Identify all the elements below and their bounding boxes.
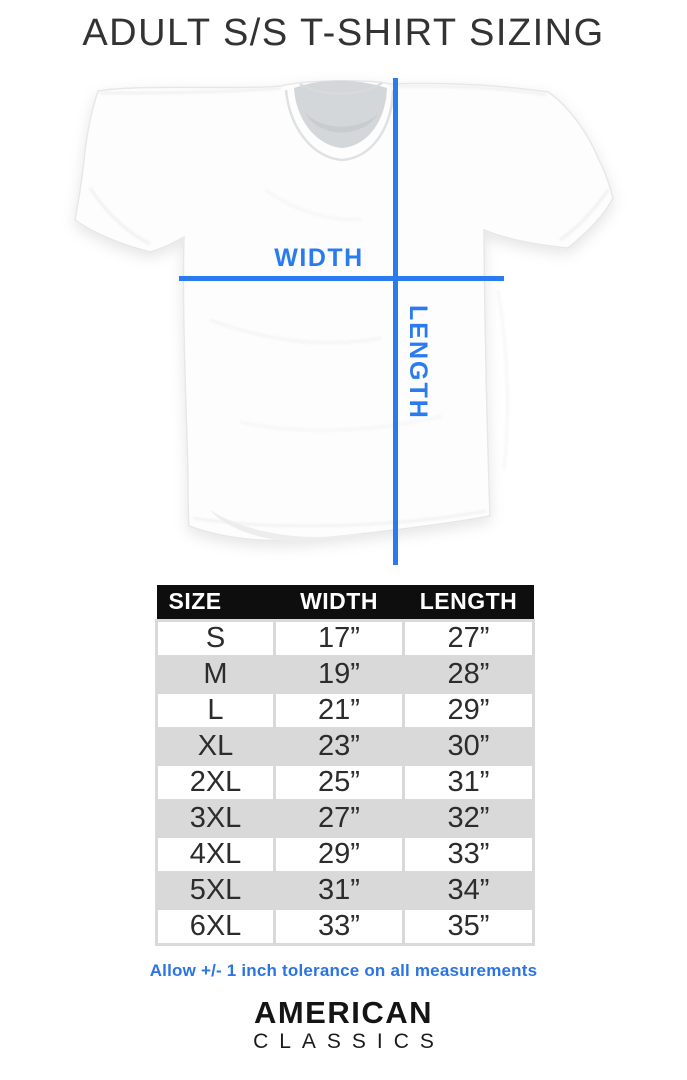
brand-logo-classics: CLASSICS bbox=[253, 1030, 445, 1053]
size-cell: S bbox=[155, 618, 276, 658]
table-header-row: SIZE WIDTH LENGTH bbox=[156, 585, 534, 620]
tshirt-back-collar bbox=[299, 82, 383, 95]
table-row: 5XL 31” 34” bbox=[155, 870, 535, 910]
width-cell: 19” bbox=[273, 654, 405, 694]
length-cell: 33” bbox=[402, 834, 535, 874]
length-cell: 34” bbox=[402, 870, 535, 910]
length-cell: 30” bbox=[402, 726, 535, 766]
size-cell: 6XL bbox=[155, 906, 276, 946]
length-label: LENGTH bbox=[404, 305, 432, 420]
length-measure-line bbox=[393, 78, 398, 565]
table-row: S 17” 27” bbox=[155, 618, 535, 658]
length-cell: 31” bbox=[402, 762, 535, 802]
length-cell: 35” bbox=[402, 906, 535, 946]
tshirt-image bbox=[74, 80, 614, 543]
size-cell: 5XL bbox=[155, 870, 276, 910]
width-cell: 31” bbox=[273, 870, 405, 910]
width-cell: 25” bbox=[273, 762, 405, 802]
width-label: WIDTH bbox=[274, 244, 364, 272]
tshirt-hem-fold bbox=[210, 510, 366, 543]
width-cell: 27” bbox=[273, 798, 405, 838]
col-header-length: LENGTH bbox=[403, 585, 534, 620]
size-cell: 3XL bbox=[155, 798, 276, 838]
tshirt-collar-band bbox=[284, 89, 395, 162]
length-cell: 27” bbox=[402, 618, 535, 658]
width-cell: 29” bbox=[273, 834, 405, 874]
width-cell: 33” bbox=[273, 906, 405, 946]
tshirt-body bbox=[74, 80, 614, 542]
tolerance-note: Allow +/- 1 inch tolerance on all measur… bbox=[149, 961, 538, 980]
tshirt-diagram bbox=[60, 70, 640, 575]
page-title: ADULT S/S T-SHIRT SIZING bbox=[82, 12, 605, 54]
size-cell: L bbox=[155, 690, 276, 730]
length-cell: 29” bbox=[402, 690, 535, 730]
table-row: M 19” 28” bbox=[155, 654, 535, 694]
length-cell: 28” bbox=[402, 654, 535, 694]
table-row: L 21” 29” bbox=[155, 690, 535, 730]
size-cell: 4XL bbox=[155, 834, 276, 874]
width-cell: 17” bbox=[273, 618, 405, 658]
col-header-size: SIZE bbox=[156, 585, 275, 620]
length-cell: 32” bbox=[402, 798, 535, 838]
tshirt-collar-shadow bbox=[305, 112, 378, 133]
table-row: 6XL 33” 35” bbox=[155, 906, 535, 946]
table-row: 3XL 27” 32” bbox=[155, 798, 535, 838]
table-row: 4XL 29” 33” bbox=[155, 834, 535, 874]
size-cell: M bbox=[155, 654, 276, 694]
table-row: XL 23” 30” bbox=[155, 726, 535, 766]
width-measure-line bbox=[179, 276, 504, 281]
col-header-width: WIDTH bbox=[274, 585, 404, 620]
width-cell: 21” bbox=[273, 690, 405, 730]
brand-logo-american: AMERICAN bbox=[253, 995, 434, 1030]
size-table: SIZE WIDTH LENGTH S 17” 27” M 19” 28” L … bbox=[155, 585, 535, 946]
table-row: 2XL 25” 31” bbox=[155, 762, 535, 802]
tshirt-collar-opening bbox=[294, 80, 387, 148]
width-cell: 23” bbox=[273, 726, 405, 766]
size-cell: 2XL bbox=[155, 762, 276, 802]
size-cell: XL bbox=[155, 726, 276, 766]
